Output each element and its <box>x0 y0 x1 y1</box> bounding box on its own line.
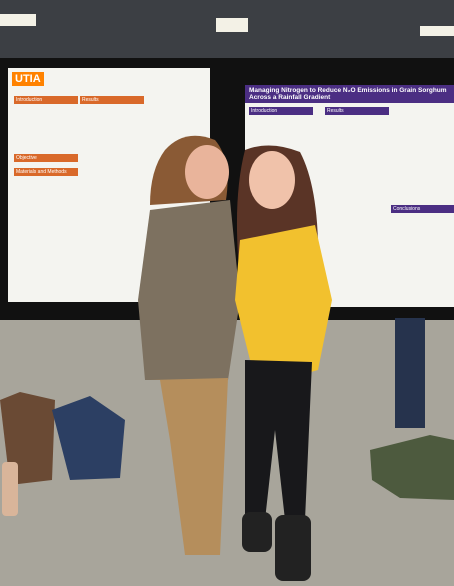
section-heading: Results <box>325 107 389 115</box>
sneaker <box>275 515 311 581</box>
ceiling-light <box>216 18 248 32</box>
person-background <box>395 318 425 428</box>
face <box>249 151 295 209</box>
section-heading: Results <box>80 96 144 104</box>
backpack <box>0 392 55 485</box>
section-heading: Conclusions <box>391 205 454 213</box>
black-pants <box>245 360 312 520</box>
ceiling-light <box>420 26 454 36</box>
plaid-blazer <box>138 200 240 380</box>
section-heading: Materials and Methods <box>14 168 78 176</box>
poster-logo: UTIA <box>12 72 44 86</box>
bottle <box>2 462 18 516</box>
face <box>185 145 229 199</box>
sneaker <box>242 512 272 552</box>
jacket-on-floor <box>370 435 454 500</box>
poster-title: Managing Nitrogen to Reduce N₂O Emission… <box>245 85 454 103</box>
backpack <box>52 396 125 480</box>
section-heading: Introduction <box>14 96 78 104</box>
section-heading: Introduction <box>249 107 313 115</box>
yellow-jacket <box>235 225 332 380</box>
khaki-pants <box>150 378 228 555</box>
section-heading: Objective <box>14 154 78 162</box>
ceiling-light <box>0 14 36 26</box>
